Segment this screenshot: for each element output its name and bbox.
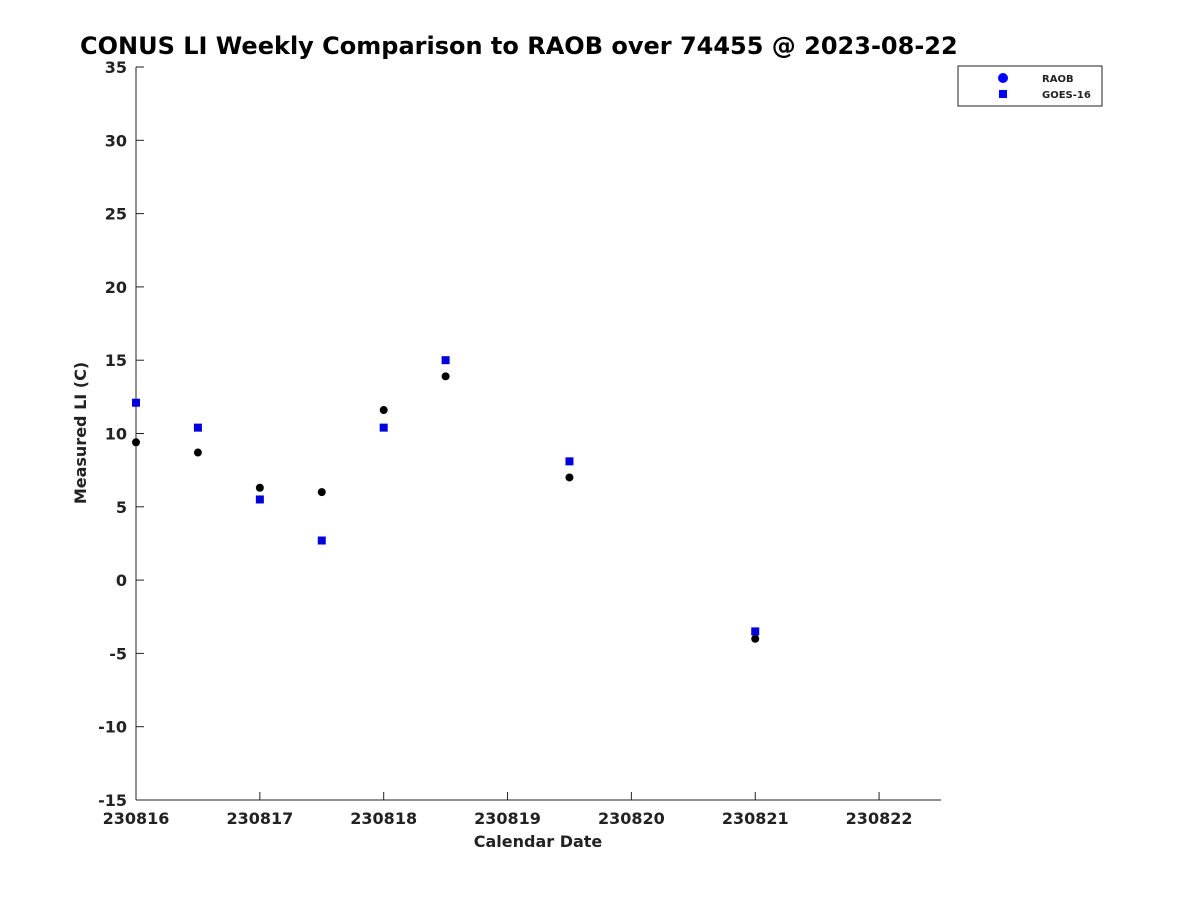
- x-axis-label: Calendar Date: [474, 832, 603, 851]
- raob-point: [193, 448, 202, 457]
- raob-point: [751, 634, 760, 643]
- data-points: [132, 356, 760, 643]
- y-tick-label: 25: [105, 205, 127, 224]
- goes16-point: [751, 627, 760, 636]
- raob-point: [441, 372, 450, 381]
- y-tick-label: -15: [98, 791, 127, 810]
- y-tick-label: 0: [116, 571, 127, 590]
- y-tick-label: 10: [105, 425, 127, 444]
- goes16-point: [379, 423, 388, 432]
- x-tick-label: 230816: [103, 809, 170, 828]
- legend-raob-label: RAOB: [1042, 74, 1074, 85]
- x-tick-label: 230821: [722, 809, 789, 828]
- x-tick-label: 230822: [846, 809, 913, 828]
- raob-point: [317, 488, 326, 497]
- y-tick-label: 5: [116, 498, 127, 517]
- legend-goes16-label: GOES-16: [1042, 90, 1091, 101]
- y-tick-label: -10: [98, 718, 127, 737]
- y-tick-label: 35: [105, 58, 127, 77]
- x-tick-label: 230819: [474, 809, 541, 828]
- plot-axes: [135, 67, 941, 801]
- chart-title: CONUS LI Weekly Comparison to RAOB over …: [80, 32, 958, 60]
- goes16-point: [441, 356, 450, 365]
- raob-point: [565, 473, 574, 482]
- y-axis-label: Measured LI (C): [71, 362, 90, 504]
- legend-raob-marker: [998, 73, 1008, 83]
- goes16-point: [255, 495, 264, 504]
- legend-goes16-marker: [999, 90, 1007, 98]
- y-tick-label: -5: [109, 644, 127, 663]
- x-tick-label: 230818: [350, 809, 417, 828]
- goes16-point: [193, 423, 202, 432]
- goes16-point: [132, 398, 140, 407]
- goes16-point: [317, 536, 326, 545]
- x-tick-label: 230820: [598, 809, 665, 828]
- x-tick-label: 230817: [226, 809, 293, 828]
- y-tick-label: 15: [105, 351, 127, 370]
- y-tick-label: 20: [105, 278, 127, 297]
- raob-point: [255, 483, 264, 492]
- chart-legend: RAOB GOES-16: [957, 65, 1103, 107]
- y-axis-ticks: 35 30 25 20 15 10 5 0 -5 -10 -15: [98, 58, 144, 810]
- x-axis-ticks: 230816 230817 230818 230819 230820 230821 2308…: [103, 792, 913, 828]
- legend-box: [957, 65, 1103, 107]
- goes16-point: [565, 457, 574, 466]
- raob-point: [379, 406, 388, 415]
- raob-point: [132, 438, 140, 447]
- y-tick-label: 30: [105, 131, 127, 150]
